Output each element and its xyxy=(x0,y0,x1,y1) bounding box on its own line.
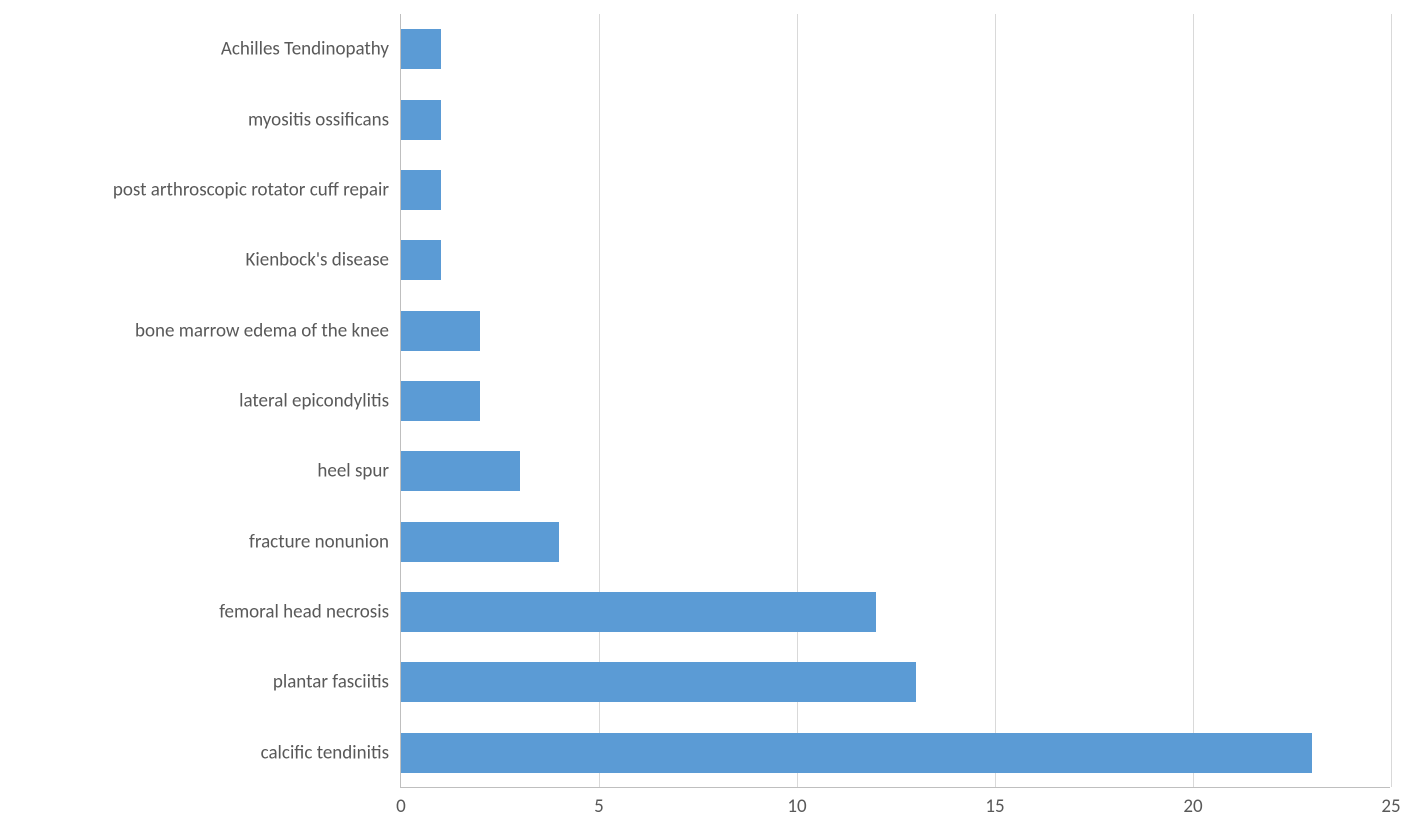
y-axis-label: heel spur xyxy=(317,460,389,483)
bar xyxy=(401,29,441,69)
y-axis-label: post arthroscopic rotator cuff repair xyxy=(113,178,389,201)
x-axis-label: 0 xyxy=(396,795,406,818)
bar xyxy=(401,662,916,702)
y-axis-label: calcific tendinitis xyxy=(261,741,389,764)
bar xyxy=(401,733,1312,773)
gridline xyxy=(995,14,996,787)
bar xyxy=(401,311,480,351)
gridline xyxy=(1193,14,1194,787)
bar xyxy=(401,522,559,562)
y-axis-label: plantar fasciitis xyxy=(273,671,389,694)
bar xyxy=(401,100,441,140)
bar xyxy=(401,381,480,421)
x-axis-label: 10 xyxy=(787,795,806,818)
x-axis-label: 5 xyxy=(594,795,604,818)
y-axis-label: femoral head necrosis xyxy=(219,601,389,624)
bar xyxy=(401,170,441,210)
y-axis-label: myositis ossificans xyxy=(248,108,389,131)
x-axis-label: 25 xyxy=(1381,795,1400,818)
bar xyxy=(401,451,520,491)
y-axis-label: lateral epicondylitis xyxy=(239,390,389,413)
x-axis-label: 20 xyxy=(1183,795,1202,818)
y-axis-label: Achilles Tendinopathy xyxy=(221,38,389,61)
x-axis-label: 15 xyxy=(985,795,1004,818)
bar xyxy=(401,240,441,280)
chart-container: 0 5 10 15 20 25 Achilles Tendinopathy myositis … xyxy=(0,0,1418,828)
bar xyxy=(401,592,876,632)
y-axis-label: bone marrow edema of the knee xyxy=(135,319,389,342)
y-axis-label: Kienbock's disease xyxy=(246,249,389,272)
plot-area: 0510152025Achilles Tendinopathymyositis … xyxy=(400,14,1390,788)
gridline xyxy=(1391,14,1392,787)
y-axis-label: fracture nonunion xyxy=(249,530,389,553)
